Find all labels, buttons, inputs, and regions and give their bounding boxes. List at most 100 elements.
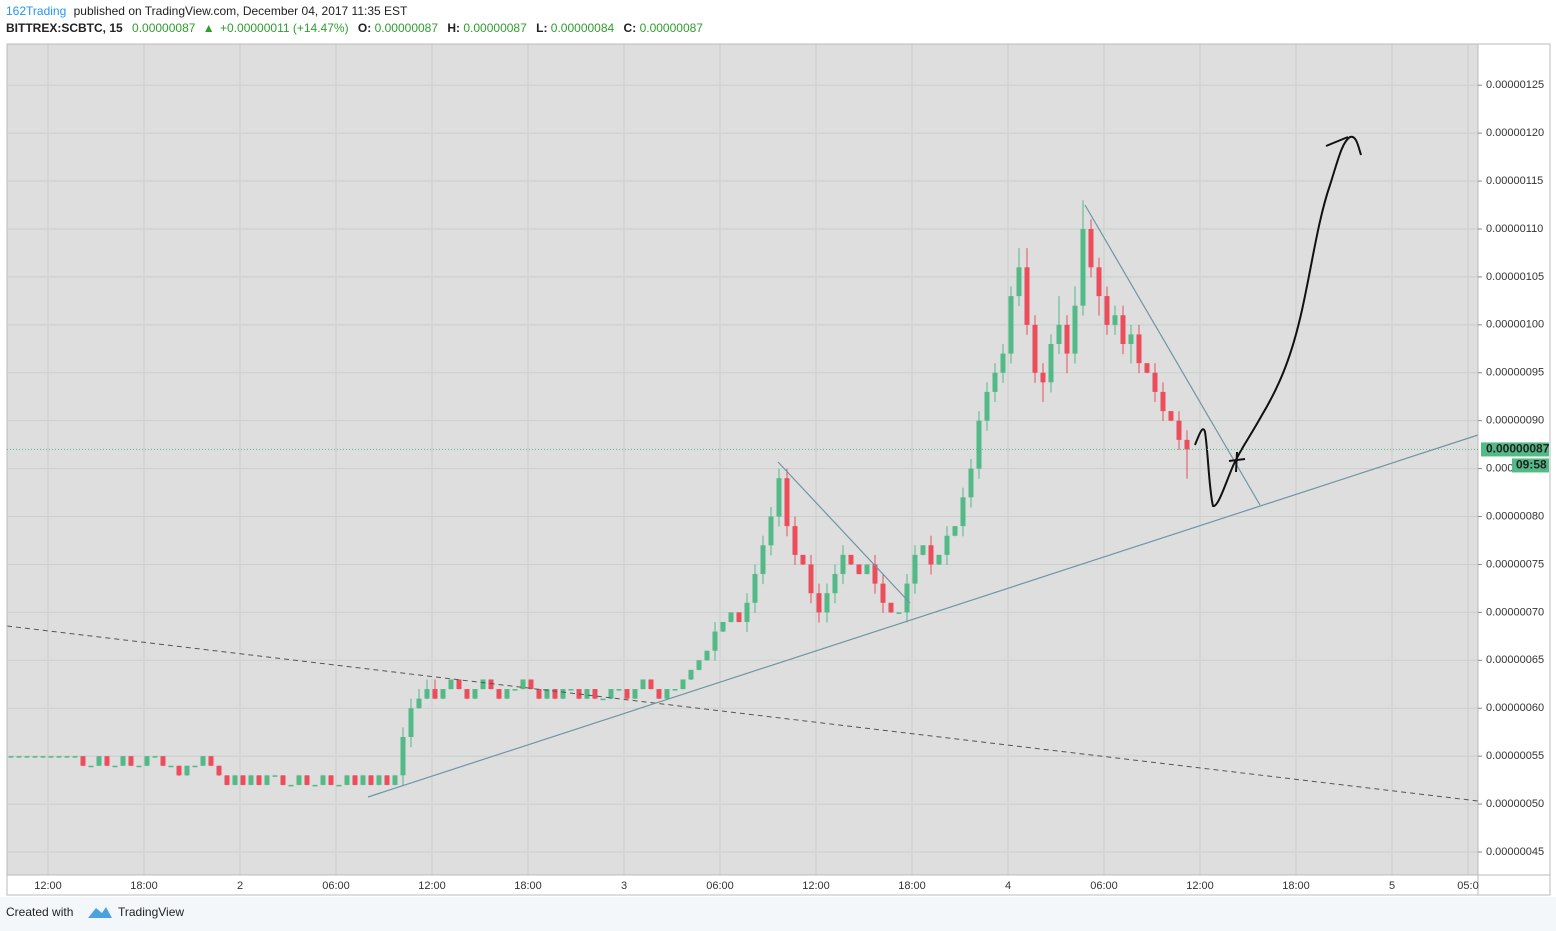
- candle-body: [912, 554, 918, 584]
- candle-body: [760, 545, 766, 575]
- y-tick-label: 0.00000070: [1486, 606, 1544, 618]
- candle-body: [1040, 372, 1046, 383]
- y-tick-label: 0.00000075: [1486, 558, 1544, 570]
- candle-body: [264, 775, 270, 785]
- grid: [7, 44, 1478, 875]
- x-tick-label: 12:00: [1186, 880, 1214, 892]
- candle-body: [840, 554, 846, 575]
- candle-body: [80, 756, 86, 766]
- candle-body: [16, 756, 22, 758]
- candle-body: [456, 679, 462, 690]
- candle-body: [192, 765, 198, 768]
- x-tick-label: 3: [621, 880, 627, 892]
- candle-body: [848, 554, 854, 565]
- author[interactable]: 162Trading: [6, 4, 66, 18]
- resistance-trendline: [1084, 204, 1261, 506]
- candle-body: [256, 775, 262, 785]
- candle-body: [536, 689, 542, 699]
- candle-body: [1008, 296, 1014, 354]
- candle-body: [280, 775, 286, 785]
- candle-body: [440, 689, 446, 699]
- candle-body: [520, 679, 526, 690]
- candle-body: [8, 756, 14, 758]
- x-tick-label: 06:00: [1090, 880, 1118, 892]
- candle-body: [448, 679, 454, 690]
- ohlc-label: C:: [624, 21, 637, 35]
- candle-body: [88, 765, 94, 768]
- last-price-box: [1481, 442, 1549, 457]
- candle-body: [816, 593, 822, 613]
- candle-body: [960, 497, 966, 527]
- ohlc-value: 0.00000087: [375, 21, 439, 35]
- header-line: 162Trading published on TradingView.com,…: [6, 4, 408, 18]
- candle-body: [40, 756, 46, 758]
- candle-body: [136, 765, 142, 768]
- candle-body: [416, 698, 422, 709]
- candle-body: [664, 689, 670, 699]
- candle-body: [736, 612, 742, 622]
- candle-body: [1064, 324, 1070, 354]
- candle-body: [200, 756, 206, 766]
- candle-body: [800, 554, 806, 565]
- symbol: BITTREX:SCBTC, 15: [6, 21, 123, 35]
- published: published on TradingView.com, December 0…: [74, 4, 408, 18]
- candle-body: [728, 612, 734, 622]
- candle-body: [56, 756, 62, 758]
- candle-body: [592, 689, 598, 699]
- projection-curve: [1194, 135, 1362, 507]
- candle-body: [472, 689, 478, 699]
- candle-body: [392, 775, 398, 785]
- candle-body: [304, 775, 310, 785]
- x-tick-label: 18:00: [130, 880, 158, 892]
- candle-body: [1056, 324, 1062, 345]
- change: +0.00000011 (+14.47%): [220, 21, 349, 35]
- candle-body: [656, 689, 662, 699]
- candle-body: [928, 545, 934, 565]
- brand-link[interactable]: TradingView: [118, 905, 184, 919]
- x-tick-label: 5: [1389, 880, 1395, 892]
- candle-body: [1112, 315, 1118, 325]
- candle-body: [152, 756, 158, 758]
- y-tick-label: 0.00000095: [1486, 367, 1544, 379]
- candle-body: [712, 631, 718, 651]
- footer-text: Created with: [6, 905, 73, 919]
- countdown-box: [1512, 458, 1549, 473]
- candle-body: [432, 689, 438, 699]
- candle-body: [952, 526, 958, 536]
- candle-body: [72, 756, 78, 758]
- candle-body: [408, 708, 414, 737]
- candle-body: [584, 689, 590, 699]
- y-tick-label: 0.00000050: [1486, 798, 1544, 810]
- candle-body: [1088, 228, 1094, 268]
- candle-body: [376, 775, 382, 785]
- x-tick-label: 05:0: [1457, 880, 1478, 892]
- candle-body: [104, 756, 110, 766]
- candle-body: [1136, 334, 1142, 364]
- x-tick-label: 12:00: [418, 880, 446, 892]
- candle-body: [1016, 267, 1022, 297]
- candle-body: [24, 756, 30, 758]
- drawings: [6, 135, 1479, 802]
- footer: [0, 897, 1556, 931]
- candle-body: [328, 775, 334, 785]
- plot-area: [7, 44, 1478, 875]
- x-tick-label: 12:00: [802, 880, 830, 892]
- candle-body: [1072, 305, 1078, 354]
- candle-body: [232, 775, 238, 785]
- candle-body: [992, 372, 998, 392]
- candle-body: [672, 689, 678, 691]
- legend-line: BITTREX:SCBTC, 15 0.00000087 ▲ +0.000000…: [6, 21, 703, 35]
- time-axis-area: [0, 875, 1556, 895]
- candle-body: [704, 650, 710, 661]
- y-tick-label: 0.00000065: [1486, 654, 1544, 666]
- candle-body: [568, 689, 574, 691]
- candle-body: [920, 545, 926, 555]
- candle-body: [864, 564, 870, 575]
- candle-body: [496, 689, 502, 699]
- candle-body: [368, 775, 374, 785]
- candle-body: [744, 602, 750, 622]
- candle-body: [616, 689, 622, 691]
- y-tick-label: 0.00000090: [1486, 415, 1544, 427]
- candle-body: [528, 679, 534, 690]
